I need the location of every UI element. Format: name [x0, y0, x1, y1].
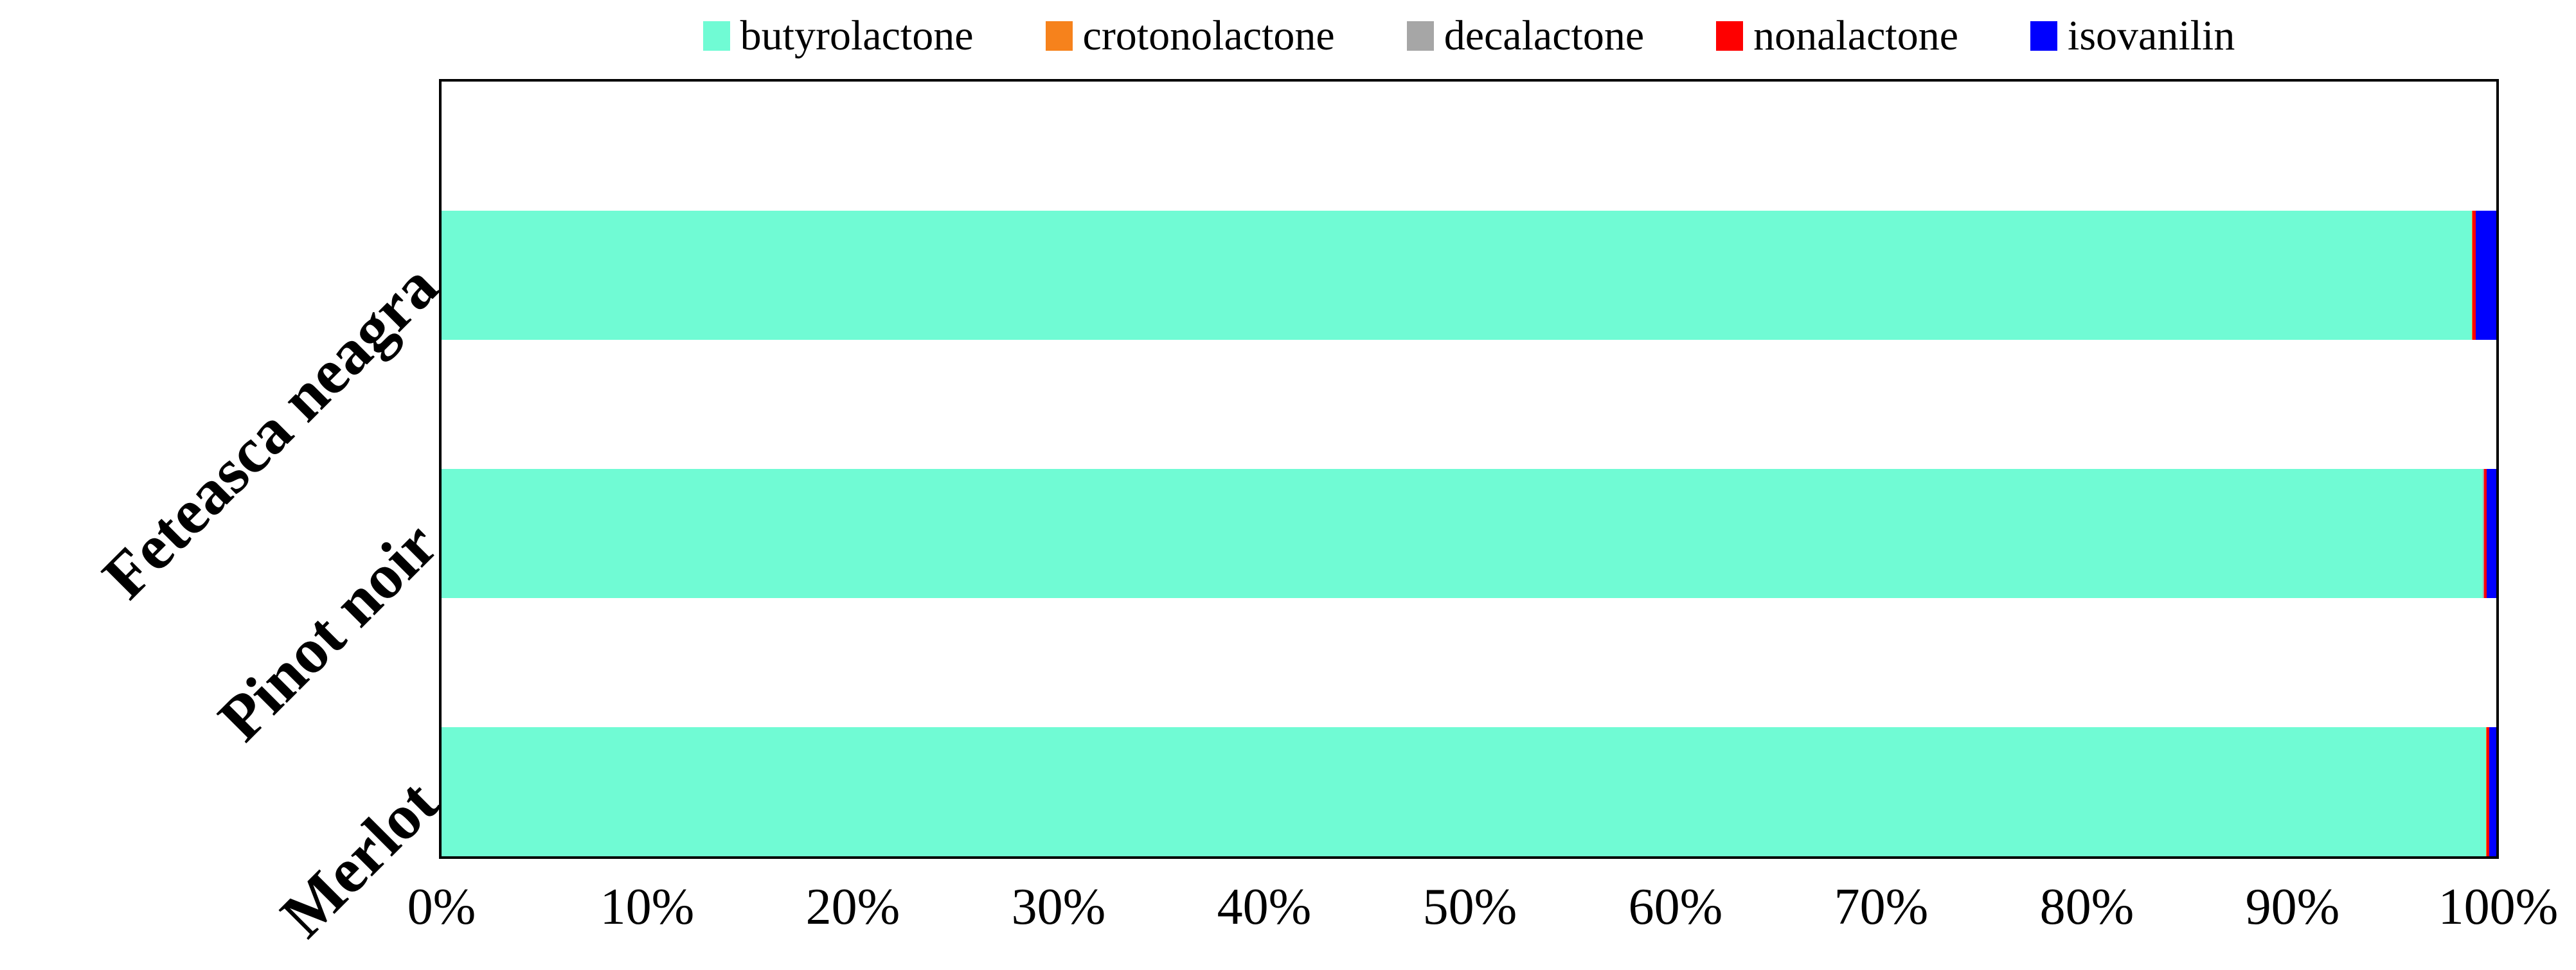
bar-pinot-noir: [442, 469, 2496, 598]
bar-segment-nonalactone: [2472, 211, 2476, 340]
bar-segment-nonalactone: [2484, 469, 2487, 598]
legend-label: butyrolactone: [740, 12, 974, 59]
legend-swatch-crotonolactone: [1045, 21, 1073, 51]
bar-segment-butyrolactone: [442, 211, 2473, 340]
legend-item-decalactone: decalactone: [1406, 12, 1645, 59]
legend-item-butyrolactone: butyrolactone: [702, 12, 974, 59]
bar-segment-isovanilin: [2486, 469, 2496, 598]
x-tick-label-80: 80%: [2039, 879, 2134, 935]
legend-swatch-isovanilin: [2030, 21, 2057, 51]
legend-item-crotonolactone: crotonolactone: [1045, 12, 1335, 59]
bar-segment-butyrolactone: [442, 469, 2483, 598]
x-tick-label-40: 40%: [1217, 879, 1312, 935]
bar-segment-butyrolactone: [442, 727, 2486, 856]
plot-area: [439, 79, 2499, 859]
legend-item-nonalactone: nonalactone: [1716, 15, 1958, 57]
x-tick-label-0: 0%: [407, 879, 476, 935]
legend-swatch-nonalactone: [1716, 21, 1744, 51]
bar-segment-nonalactone: [2487, 727, 2490, 856]
x-tick-label-10: 10%: [600, 879, 695, 935]
x-tick-label-90: 90%: [2245, 879, 2340, 935]
chart-legend: butyrolactone crotonolactone decalactone no…: [439, 9, 2499, 63]
legend-label: decalactone: [1444, 12, 1645, 59]
bar-segment-isovanilin: [2489, 727, 2496, 856]
legend-label: crotonolactone: [1082, 12, 1335, 59]
x-tick-label-60: 60%: [1628, 879, 1723, 935]
bar-feteasca-neagra: [442, 211, 2496, 340]
legend-label: nonalactone: [1753, 12, 1958, 59]
x-tick-label-70: 70%: [1834, 879, 1929, 935]
category-label-pinot-noir: Pinot noir: [204, 507, 451, 754]
x-tick-label-20: 20%: [805, 879, 900, 935]
legend-swatch-decalactone: [1406, 21, 1434, 51]
bar-merlot: [442, 727, 2496, 856]
x-tick-label-30: 30%: [1011, 879, 1106, 935]
bar-segment-isovanilin: [2476, 211, 2496, 340]
bar-segment-decalactone: [2483, 469, 2485, 598]
legend-swatch-butyrolactone: [702, 21, 730, 51]
x-tick-label-100: 100%: [2438, 879, 2559, 935]
x-tick-label-50: 50%: [1422, 879, 1517, 935]
bar-segment-crotonolactone: [2486, 727, 2487, 856]
legend-item-isovanilin: isovanilin: [2030, 15, 2235, 57]
legend-label: isovanilin: [2068, 12, 2235, 59]
